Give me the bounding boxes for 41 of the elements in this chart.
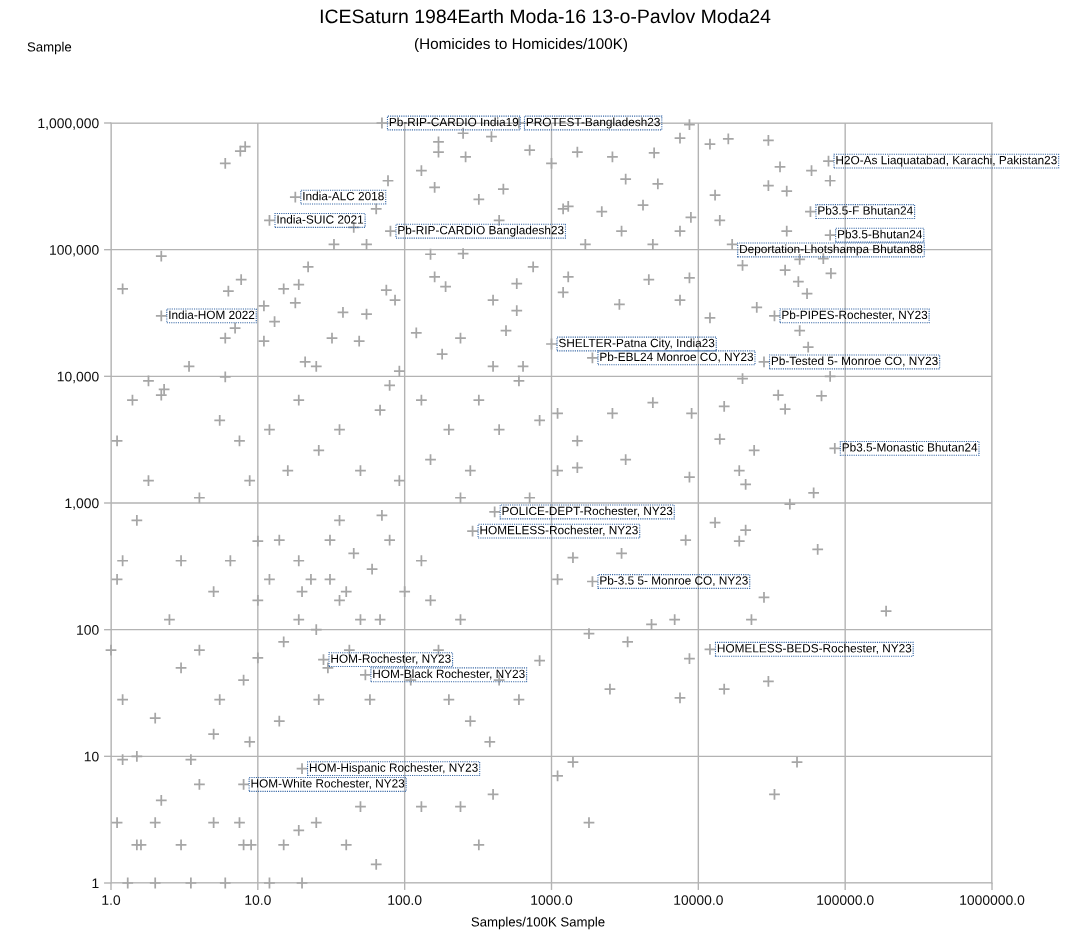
- annotation: HOM-Rochester, NY23: [331, 654, 451, 665]
- y-tick-label: 100,000: [50, 245, 99, 257]
- annotation: Pb-PIPES-Rochester, NY23: [782, 310, 928, 321]
- chart-title: ICESaturn 1984Earth Moda-16 13-o-Pavlov Moda24: [320, 8, 771, 24]
- x-tick-label: 1000000.0: [960, 895, 1025, 906]
- annotation: HOM-Hispanic Rochester, NY23: [309, 763, 478, 775]
- x-tick-label: 1000.0: [531, 895, 573, 906]
- x-tick-label: 10000.0: [674, 895, 723, 906]
- annotation: Pb-Tested 5- Monroe CO, NY23: [771, 356, 938, 367]
- y-tick-label: 10: [84, 751, 99, 762]
- y-tick-label: 1: [92, 878, 99, 889]
- annotation: Deportation-Lhotshampa Bhutan88: [740, 244, 923, 256]
- annotation: Pb3.5-Monastic Bhutan24: [842, 442, 978, 452]
- x-axis-title: Samples/100K Sample: [471, 916, 605, 930]
- x-tick-label: 100.0: [388, 895, 422, 906]
- annotation: HOMELESS-BEDS-Rochester, NY23: [717, 643, 912, 654]
- annotation: H2O-As Liaquatabad, Karachi, Pakistan23: [836, 155, 1057, 167]
- annotation: HOM-Black Rochester, NY23: [373, 669, 525, 680]
- annotation: PROTEST-Bangladesh23: [526, 117, 660, 129]
- y-axis-title: Sample: [27, 41, 72, 55]
- x-tick-label: 10.0: [245, 895, 271, 906]
- annotation: India-ALC 2018: [303, 191, 384, 201]
- annotation: SHELTER-Patna City, India23: [558, 338, 715, 350]
- y-tick-label: 1,000,000: [38, 118, 99, 130]
- y-tick-label: 10,000: [57, 371, 99, 384]
- x-tick-label: 1.0: [102, 895, 121, 906]
- chart-subtitle: (Homicides to Homicides/100K): [414, 37, 628, 53]
- annotation: India-SUIC 2021: [277, 214, 364, 224]
- annotation: HOMELESS-Rochester, NY23: [480, 525, 638, 536]
- annotation: Pb3.5-F Bhutan24: [818, 206, 913, 215]
- annotation: Pb-EBL24 Monroe CO, NY23: [600, 352, 754, 363]
- annotation: India-HOM 2022: [169, 310, 255, 320]
- y-tick-label: 100: [77, 625, 99, 635]
- annotation: Pb-RIP-CARDIO Bangladesh23: [398, 225, 564, 237]
- annotation: Pb-RIP-CARDIO India19: [389, 117, 519, 127]
- y-tick-label: 1,000: [65, 498, 99, 510]
- annotation: Pb-3.5 5- Monroe CO, NY23: [600, 576, 748, 587]
- x-tick-label: 100000.0: [817, 895, 874, 906]
- annotation: Pb3.5-Bhutan24: [838, 229, 923, 239]
- annotation: POLICE-DEPT-Rochester, NY23: [502, 506, 673, 517]
- annotation: HOM-White Rochester, NY23: [251, 778, 405, 789]
